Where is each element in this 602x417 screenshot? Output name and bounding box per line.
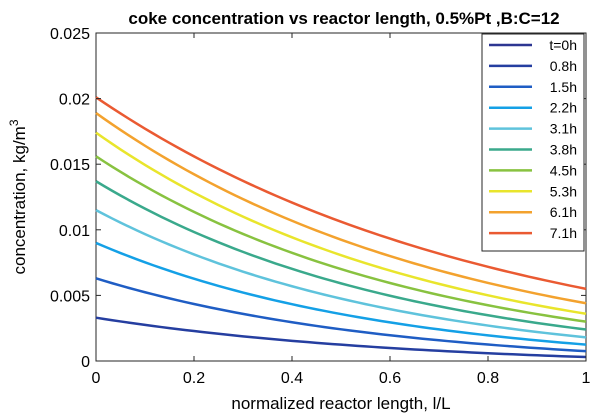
legend-label-6: 4.5h <box>550 162 577 178</box>
legend-box <box>481 33 585 252</box>
series-line-8 <box>95 112 587 305</box>
y-axis-label-sup: 3 <box>7 119 21 126</box>
y-tick-label: 0.015 <box>50 157 90 174</box>
series-line-7 <box>95 131 587 316</box>
y-tick-label: 0 <box>81 354 90 371</box>
axis-ticks: 0 0.2 0.4 0.6 0.8 1 0 0.005 0.01 0.015 0.02 0.025 <box>50 26 591 387</box>
chart-title: coke concentration vs reactor length, 0.… <box>128 9 559 28</box>
series-line-4 <box>95 209 587 339</box>
legend-label-3: 2.2h <box>550 100 577 116</box>
series-line-2 <box>95 277 587 353</box>
y-tick-label: 0.02 <box>59 92 90 109</box>
x-tick-label: 0 <box>92 370 101 387</box>
series-line-6 <box>95 155 587 323</box>
y-axis-label: concentration, kg/m3 <box>7 119 29 274</box>
x-axis-label: normalized reactor length, l/L <box>231 394 450 413</box>
legend-label-7: 5.3h <box>550 183 577 199</box>
legend-label-2: 1.5h <box>550 79 577 95</box>
legend-label-1: 0.8h <box>550 58 577 74</box>
legend-label-4: 3.1h <box>550 121 577 137</box>
series-line-5 <box>95 180 587 331</box>
y-tick-label: 0.025 <box>50 26 90 43</box>
x-tick-label: 0.6 <box>379 370 401 387</box>
series-lines <box>95 96 587 359</box>
series-line-9 <box>95 96 587 291</box>
legend-items: t=0h 0.8h 1.5h 2.2h 3.1h 3.8h 4.5h 5.3h 6.1h 7.1h <box>489 37 577 241</box>
legend-label-9: 7.1h <box>550 225 577 241</box>
legend-label-8: 6.1h <box>550 204 577 220</box>
legend: t=0h 0.8h 1.5h 2.2h 3.1h 3.8h 4.5h 5.3h 6.1h 7.1h <box>481 33 585 252</box>
x-tick-label: 0.2 <box>183 370 205 387</box>
series-line-1 <box>95 316 587 359</box>
legend-label-0: t=0h <box>549 37 577 53</box>
y-axis-label-main: concentration, kg/m <box>10 126 29 274</box>
x-tick-label: 0.4 <box>281 370 303 387</box>
y-tick-label: 0.01 <box>59 223 90 240</box>
x-tick-label: 0.8 <box>477 370 499 387</box>
y-tick-label: 0.005 <box>50 288 90 305</box>
x-tick-label: 1 <box>582 370 591 387</box>
legend-label-5: 3.8h <box>550 142 577 158</box>
series-line-3 <box>95 241 587 346</box>
